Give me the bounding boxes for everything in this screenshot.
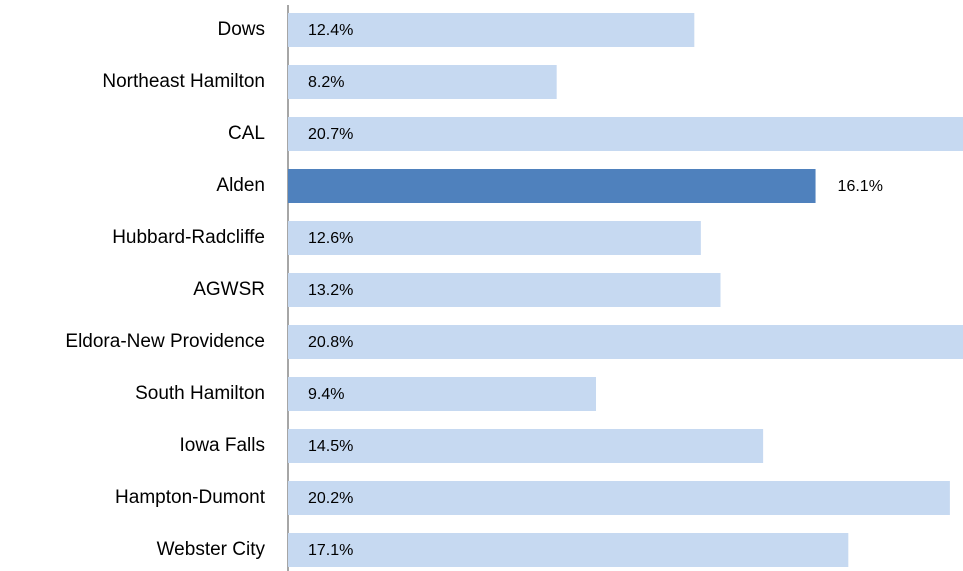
category-label: Eldora-New Providence [65, 331, 265, 352]
category-label: Webster City [157, 539, 266, 560]
bar [288, 169, 816, 203]
category-label: Hubbard-Radcliffe [112, 227, 265, 248]
bar [288, 325, 963, 359]
bar [288, 13, 695, 47]
category-label: Iowa Falls [179, 435, 265, 456]
value-label: 12.6% [308, 230, 353, 247]
bar [288, 221, 701, 255]
category-label: South Hamilton [135, 383, 265, 404]
value-label: 20.8% [308, 334, 353, 351]
bar [288, 65, 557, 99]
value-label: 9.4% [308, 386, 344, 403]
value-label: 13.2% [308, 282, 353, 299]
value-label: 14.5% [308, 438, 353, 455]
category-label: CAL [228, 123, 265, 144]
bar [288, 117, 963, 151]
bar [288, 533, 849, 567]
category-label: Hampton-Dumont [115, 487, 266, 508]
value-label: 20.7% [308, 126, 353, 143]
category-label: Alden [216, 175, 265, 196]
value-label: 20.2% [308, 490, 353, 507]
bar [288, 429, 764, 463]
bar [288, 481, 950, 515]
category-label: AGWSR [193, 279, 265, 300]
bar [288, 273, 721, 307]
bar [288, 377, 597, 411]
value-label: 17.1% [308, 542, 353, 559]
category-label: Northeast Hamilton [102, 71, 265, 92]
value-label: 16.1% [838, 178, 883, 195]
category-label: Dows [217, 19, 265, 40]
value-label: 8.2% [308, 74, 344, 91]
value-label: 12.4% [308, 22, 353, 39]
